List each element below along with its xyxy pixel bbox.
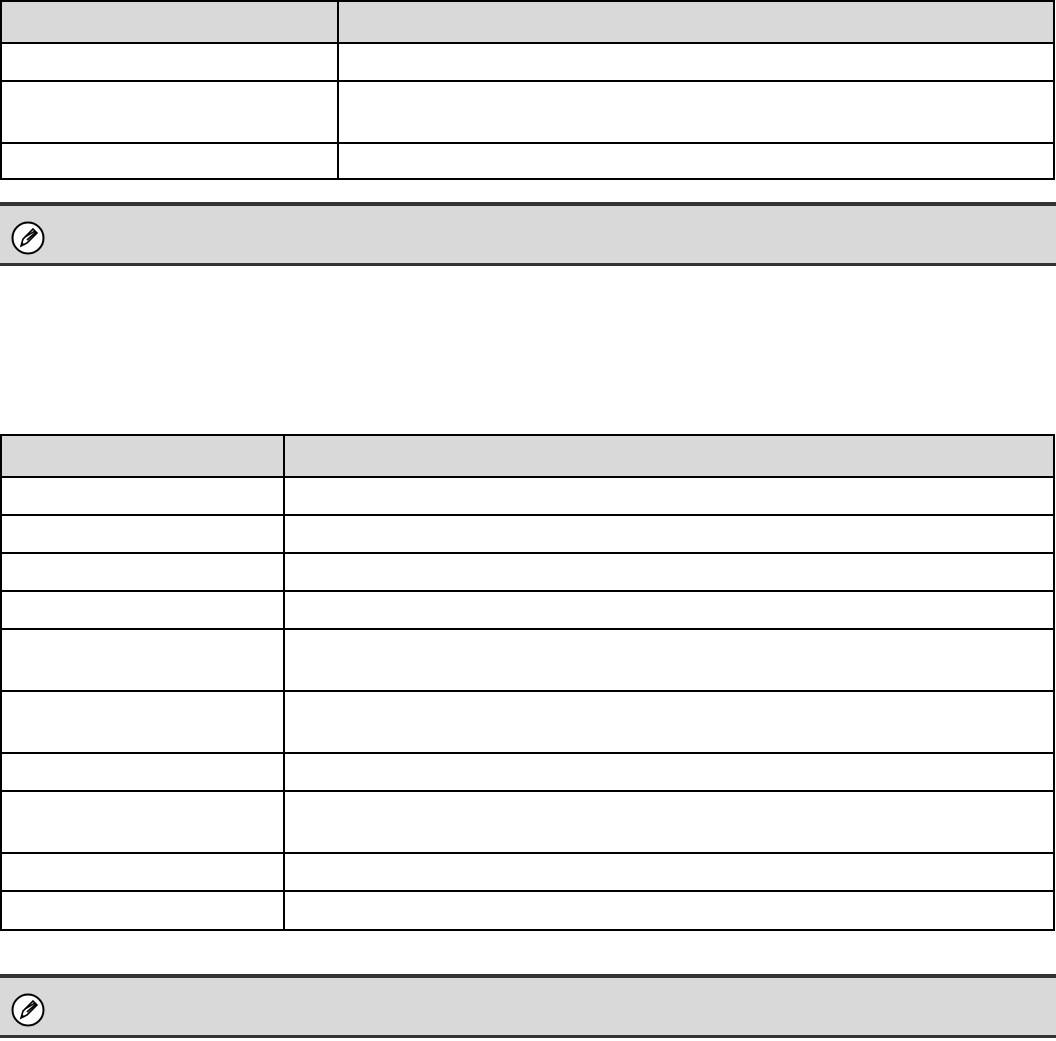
table-row [2, 890, 1053, 929]
table-row [2, 628, 1053, 690]
column-divider [283, 436, 285, 929]
table-row [2, 790, 1053, 852]
note-box [0, 974, 1056, 1038]
table-row [2, 514, 1053, 552]
table-header-row [2, 2, 1053, 42]
pencil-note-icon [11, 993, 45, 1027]
table-row [2, 752, 1053, 790]
column-divider [337, 2, 339, 178]
table-row [2, 80, 1053, 142]
table-row [2, 590, 1053, 628]
table-row [2, 690, 1053, 752]
table-row [2, 476, 1053, 514]
table-header-row [2, 436, 1053, 476]
table-row [2, 142, 1053, 178]
table-1 [0, 0, 1055, 180]
note-box [0, 202, 1056, 266]
table-row [2, 552, 1053, 590]
pencil-note-icon [11, 221, 45, 255]
table-row [2, 852, 1053, 890]
table-row [2, 42, 1053, 80]
table-2 [0, 434, 1055, 931]
